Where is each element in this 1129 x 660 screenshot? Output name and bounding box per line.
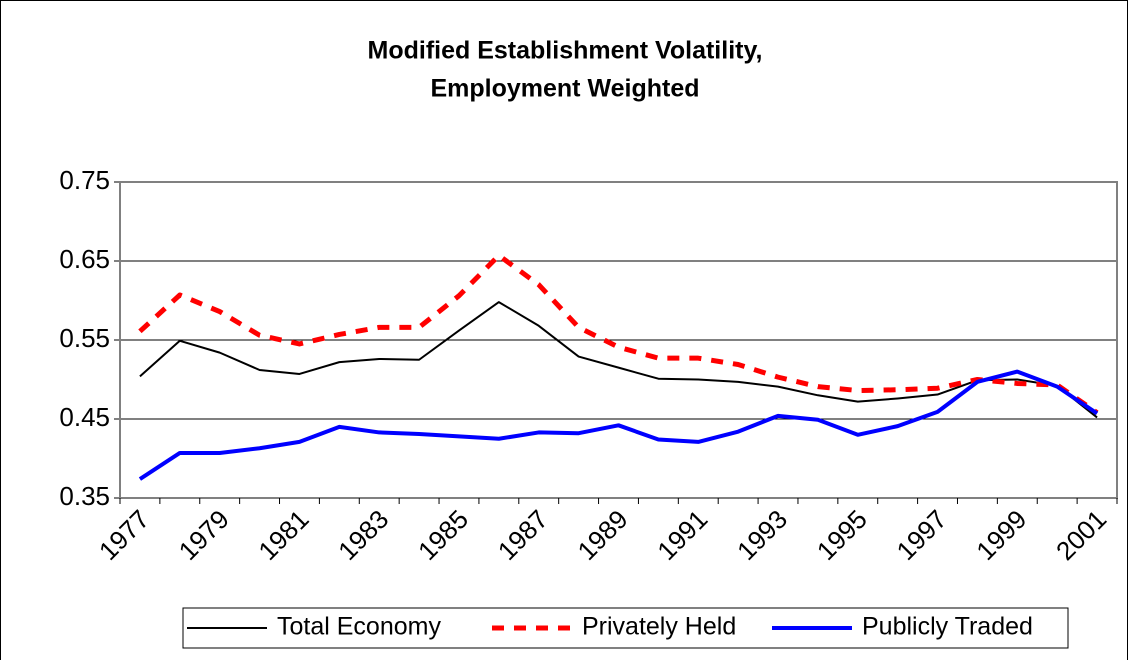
- y-tick-label: 0.45: [59, 402, 110, 432]
- y-tick-label: 0.65: [59, 244, 110, 274]
- x-tick-label: 2001: [1050, 504, 1112, 566]
- x-tick-label: 1995: [811, 504, 873, 566]
- x-tick-label: 1983: [332, 504, 394, 566]
- x-tick-label: 1987: [492, 504, 554, 566]
- plot-area: [119, 181, 1118, 499]
- legend-label: Publicly Traded: [862, 613, 1033, 641]
- legend-label: Privately Held: [582, 613, 736, 641]
- x-tick-label: 1981: [252, 504, 314, 566]
- series-line: [138, 369, 1099, 481]
- chart-title: Modified Establishment Volatility,: [368, 37, 763, 65]
- x-tick-label: 1979: [173, 504, 235, 566]
- chart-title: Employment Weighted: [430, 75, 699, 103]
- y-tick-label: 0.55: [59, 323, 110, 353]
- x-tick-label: 1991: [651, 504, 713, 566]
- x-tick-label: 1993: [731, 504, 793, 566]
- x-tick-label: 1985: [412, 504, 474, 566]
- x-tick-label: 1989: [571, 504, 633, 566]
- y-tick-label: 0.35: [59, 481, 110, 511]
- x-tick-label: 1997: [891, 504, 953, 566]
- series-line: [138, 252, 1099, 415]
- legend-box: [182, 607, 1069, 649]
- x-tick-label: 1977: [93, 504, 155, 566]
- y-tick-label: 0.75: [59, 165, 110, 195]
- legend-label: Total Economy: [277, 613, 441, 641]
- series-line: [139, 301, 1098, 419]
- x-tick-label: 1999: [970, 504, 1032, 566]
